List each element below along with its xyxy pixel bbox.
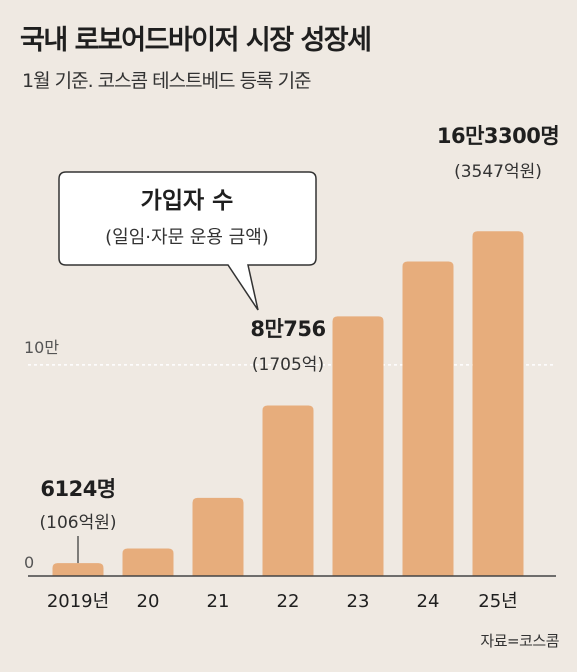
x-tick-label-5: 24 (417, 591, 440, 612)
value-label-3: 8만756 (250, 317, 325, 341)
value-label-6: 16만3300명 (437, 124, 559, 148)
legend-callout-box (58, 171, 317, 311)
chart-title: 국내 로보어드바이저 시장 성장세 (20, 25, 372, 56)
x-tick-label-0: 2019년 (47, 591, 109, 612)
value-label-0: 6124명 (40, 477, 115, 501)
bar-6 (472, 231, 524, 576)
x-tick-label-3: 22 (277, 591, 300, 612)
bar-3 (262, 405, 314, 576)
value-sublabel-6: (3547억원) (454, 162, 542, 182)
source-note: 자료=코스콤 (480, 632, 559, 650)
bar-0 (52, 563, 104, 576)
legend-callout-title: 가입자 수 (141, 188, 234, 214)
y-tick-label-0: 0 (24, 553, 34, 572)
x-tick-label-2: 21 (207, 591, 230, 612)
x-tick-label-4: 23 (347, 591, 370, 612)
bar-1 (122, 548, 174, 576)
legend-callout-subtitle: (일임·자문 운용 금액) (105, 227, 269, 248)
value-sublabel-0: (106억원) (40, 513, 117, 533)
y-tick-label-1: 10만 (24, 338, 59, 357)
bar-2 (192, 497, 244, 576)
bar-4 (332, 316, 384, 576)
bar-5 (402, 261, 454, 576)
x-tick-label-6: 25년 (478, 591, 517, 612)
x-tick-label-1: 20 (137, 591, 160, 612)
chart-subtitle: 1월 기준. 코스콤 테스트베드 등록 기준 (22, 70, 312, 92)
value-sublabel-3: (1705억) (252, 355, 324, 375)
